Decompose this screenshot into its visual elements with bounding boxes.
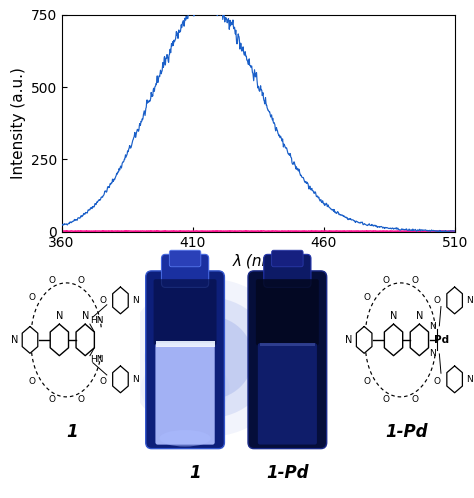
Text: N: N — [11, 335, 18, 345]
Text: O: O — [383, 276, 390, 285]
FancyBboxPatch shape — [146, 271, 224, 449]
Text: N: N — [429, 322, 436, 331]
Text: O: O — [434, 296, 440, 305]
Text: N: N — [132, 296, 138, 305]
Text: N: N — [466, 296, 473, 305]
Text: O: O — [29, 377, 36, 386]
Text: O: O — [48, 276, 55, 285]
Text: O: O — [78, 276, 84, 285]
FancyBboxPatch shape — [155, 343, 215, 445]
Text: O: O — [100, 377, 106, 386]
Ellipse shape — [125, 279, 292, 437]
Text: 1: 1 — [66, 423, 78, 441]
Text: O: O — [48, 395, 55, 404]
Text: N: N — [416, 311, 423, 321]
Text: O: O — [78, 395, 84, 404]
Text: N: N — [345, 335, 352, 345]
FancyBboxPatch shape — [162, 254, 209, 287]
Text: O: O — [434, 377, 440, 386]
Text: O: O — [383, 395, 390, 404]
Text: 1-Pd: 1-Pd — [385, 423, 428, 441]
FancyBboxPatch shape — [169, 250, 201, 267]
Text: O: O — [100, 296, 106, 305]
FancyBboxPatch shape — [154, 279, 217, 345]
FancyBboxPatch shape — [155, 343, 215, 445]
Y-axis label: Intensity (a.u.): Intensity (a.u.) — [11, 67, 27, 179]
Ellipse shape — [145, 297, 273, 418]
FancyBboxPatch shape — [272, 250, 303, 267]
Text: O: O — [363, 293, 370, 302]
Ellipse shape — [159, 370, 210, 407]
Text: N: N — [82, 311, 89, 321]
Text: HN: HN — [90, 355, 104, 364]
Bar — [155, 346, 215, 348]
Text: N: N — [132, 375, 138, 384]
Text: N: N — [55, 311, 63, 321]
Text: N: N — [466, 375, 473, 384]
Text: N: N — [429, 349, 436, 358]
Text: HN: HN — [90, 316, 104, 325]
Text: N: N — [390, 311, 397, 321]
Text: O: O — [412, 395, 419, 404]
FancyBboxPatch shape — [256, 279, 319, 345]
Ellipse shape — [164, 316, 253, 399]
X-axis label: λ (nm): λ (nm) — [233, 253, 283, 268]
Bar — [260, 343, 315, 346]
Ellipse shape — [151, 364, 219, 414]
FancyBboxPatch shape — [155, 343, 215, 445]
Text: Pd: Pd — [434, 335, 449, 345]
Text: 1-Pd: 1-Pd — [266, 464, 309, 482]
FancyBboxPatch shape — [258, 343, 317, 445]
Text: O: O — [29, 293, 36, 302]
Bar — [155, 341, 215, 346]
Text: O: O — [363, 377, 370, 386]
Ellipse shape — [159, 430, 210, 447]
FancyBboxPatch shape — [258, 343, 317, 445]
FancyBboxPatch shape — [248, 271, 327, 449]
Text: O: O — [412, 276, 419, 285]
FancyBboxPatch shape — [264, 254, 311, 287]
Text: 1: 1 — [189, 464, 201, 482]
